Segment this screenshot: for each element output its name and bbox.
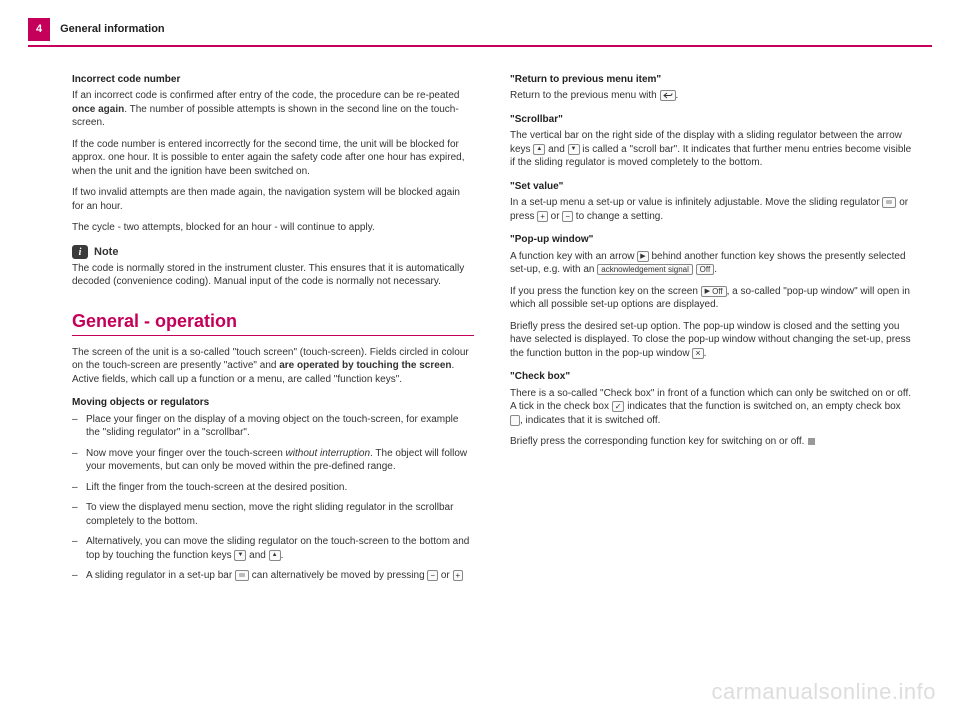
end-square-icon <box>808 438 815 445</box>
page-number: 4 <box>28 18 50 41</box>
slider-icon <box>882 197 896 208</box>
minus-key-icon <box>562 211 573 222</box>
down-key-icon <box>568 144 580 155</box>
paragraph: If you press the function key on the scr… <box>510 285 912 312</box>
up-key-icon <box>533 144 545 155</box>
subheading-set-value: "Set value" <box>510 180 912 194</box>
down-key-icon <box>234 550 246 561</box>
text: . <box>704 348 707 359</box>
paragraph: If two invalid attempts are then made ag… <box>72 186 474 213</box>
note-label: Note <box>94 245 118 260</box>
subheading-checkbox: "Check box" <box>510 370 912 384</box>
note-heading: i Note <box>72 245 474 260</box>
text: Briefly press the desired set-up option.… <box>510 321 911 359</box>
text: and <box>545 144 567 155</box>
subheading-incorrect-code: Incorrect code number <box>72 73 474 87</box>
subheading-moving-objects: Moving objects or regulators <box>72 396 474 410</box>
paragraph: The screen of the unit is a so-called "t… <box>72 346 474 387</box>
section-rule <box>72 335 474 336</box>
section-title: General - operation <box>72 309 474 333</box>
subheading-popup: "Pop-up window" <box>510 233 912 247</box>
plus-key-icon <box>537 211 548 222</box>
list-item: Lift the finger from the touch-screen at… <box>86 481 474 495</box>
up-key-icon <box>269 550 281 561</box>
info-icon: i <box>72 245 88 259</box>
list-item: Place your finger on the display of a mo… <box>86 413 474 440</box>
minus-key-icon <box>427 570 438 581</box>
subheading-scrollbar: "Scrollbar" <box>510 113 912 127</box>
text: , indicates that it is switched off. <box>520 415 660 426</box>
paragraph: The vertical bar on the right side of th… <box>510 129 912 170</box>
text: Now move your finger over the touch-scre… <box>86 448 286 459</box>
page-header: 4 General information <box>28 18 960 41</box>
checked-box-icon <box>612 401 625 412</box>
text: . The number of possible attempts is sho… <box>72 104 459 129</box>
paragraph: In a set-up menu a set-up or value is in… <box>510 196 912 223</box>
right-column: "Return to previous menu item" Return to… <box>510 63 912 590</box>
list-item: Now move your finger over the touch-scre… <box>86 447 474 474</box>
paragraph: A function key with an arrow behind anot… <box>510 250 912 277</box>
text-bold: once again <box>72 104 124 115</box>
text: . <box>676 90 679 101</box>
close-key-icon <box>692 348 703 359</box>
paragraph: Briefly press the corresponding function… <box>510 435 912 449</box>
list-item: To view the displayed menu section, move… <box>86 501 474 528</box>
left-column: Incorrect code number If an incorrect co… <box>72 63 474 590</box>
text: A sliding regulator in a set-up bar <box>86 570 235 581</box>
list-item: A sliding regulator in a set-up bar can … <box>86 569 474 583</box>
text: If an incorrect code is confirmed after … <box>72 90 459 101</box>
text-bold: are operated by touching the screen <box>279 360 451 371</box>
text: to change a setting. <box>573 211 663 222</box>
paragraph: Briefly press the desired set-up option.… <box>510 320 912 361</box>
unchecked-box-icon <box>510 415 520 426</box>
paragraph: The cycle - two attempts, blocked for an… <box>72 221 474 235</box>
paragraph: There is a so-called "Check box" in fron… <box>510 387 912 428</box>
paragraph: If an incorrect code is confirmed after … <box>72 89 474 130</box>
note-text: The code is normally stored in the instr… <box>72 262 474 289</box>
paragraph: If the code number is entered incorrectl… <box>72 138 474 179</box>
list-item: Alternatively, you can move the sliding … <box>86 535 474 562</box>
text: Briefly press the corresponding function… <box>510 436 804 447</box>
ack-signal-key: acknowledgement signal <box>597 264 693 275</box>
plus-key-icon <box>453 570 464 581</box>
text: can alternatively be moved by pressing <box>249 570 427 581</box>
text: indicates that the function is switched … <box>624 401 900 412</box>
arrow-right-icon <box>637 251 648 262</box>
text-italic: without interruption <box>286 448 371 459</box>
text: . <box>281 550 284 561</box>
text: In a set-up menu a set-up or value is in… <box>510 197 882 208</box>
text: . <box>714 264 717 275</box>
text: or <box>548 211 562 222</box>
content-columns: Incorrect code number If an incorrect co… <box>0 47 960 590</box>
slider-icon <box>235 570 249 581</box>
text: If you press the function key on the scr… <box>510 286 701 297</box>
paragraph: Return to the previous menu with . <box>510 89 912 103</box>
text: A function key with an arrow <box>510 251 637 262</box>
arrow-off-key: Off <box>701 286 727 297</box>
text: Return to the previous menu with <box>510 90 660 101</box>
back-key-icon <box>660 90 676 101</box>
subheading-return: "Return to previous menu item" <box>510 73 912 87</box>
text: and <box>246 550 268 561</box>
off-key: Off <box>696 264 715 275</box>
chapter-title: General information <box>60 22 165 37</box>
instruction-list: Place your finger on the display of a mo… <box>72 413 474 583</box>
text: or <box>438 570 452 581</box>
